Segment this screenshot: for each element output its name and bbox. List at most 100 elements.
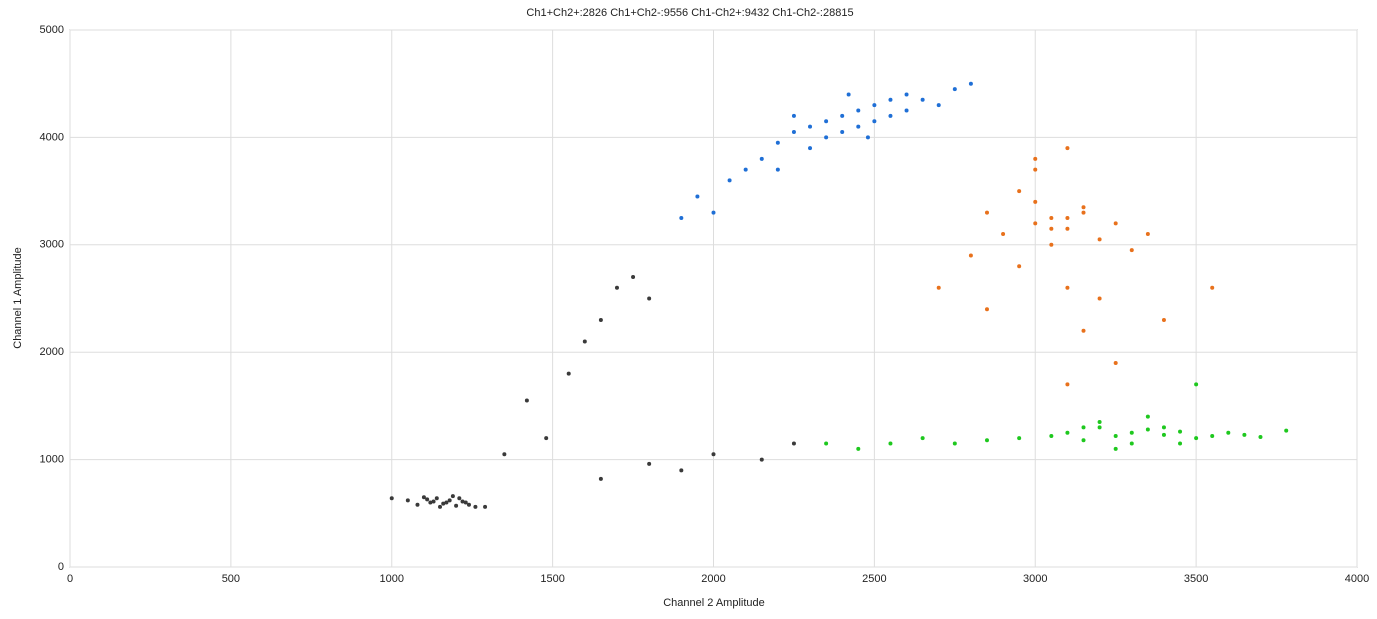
- droplet-point: [1113, 433, 1118, 438]
- droplet-point: [679, 215, 684, 220]
- droplet-point: [759, 156, 764, 161]
- droplet-point: [743, 167, 748, 172]
- droplet-point: [808, 124, 813, 129]
- droplet-point: [647, 296, 652, 301]
- droplet-point: [759, 457, 764, 462]
- x-tick-label: 0: [67, 573, 73, 585]
- droplet-point: [1033, 156, 1038, 161]
- droplet-point: [727, 178, 732, 183]
- droplet-point: [856, 446, 861, 451]
- droplet-point: [1033, 199, 1038, 204]
- droplet-point: [984, 210, 989, 215]
- droplet-point: [1049, 215, 1054, 220]
- x-tick-label: 2500: [862, 573, 886, 585]
- droplet-point: [463, 500, 468, 505]
- droplet-point: [441, 501, 446, 506]
- droplet-point: [888, 97, 893, 102]
- droplet-point: [438, 504, 443, 509]
- droplet-point: [434, 496, 439, 501]
- droplet-point: [984, 307, 989, 312]
- droplet-point: [1049, 226, 1054, 231]
- x-axis-label: Channel 2 Amplitude: [663, 597, 765, 609]
- droplet-point: [1001, 232, 1006, 237]
- y-tick-label: 4000: [40, 131, 64, 143]
- droplet-point: [1210, 433, 1215, 438]
- x-tick-label: 1000: [380, 573, 404, 585]
- droplet-point: [840, 130, 845, 135]
- droplet-point: [679, 468, 684, 473]
- droplet-point: [952, 441, 957, 446]
- droplet-point: [904, 108, 909, 113]
- droplet-point: [968, 253, 973, 258]
- droplet-point: [1284, 428, 1289, 433]
- droplet-point: [1097, 425, 1102, 430]
- droplet-point: [1065, 382, 1070, 387]
- droplet-point: [389, 496, 394, 501]
- droplet-point: [1226, 430, 1231, 435]
- droplet-point: [631, 275, 636, 280]
- y-tick-label: 2000: [40, 346, 64, 358]
- droplet-point: [808, 146, 813, 151]
- droplet-point: [824, 135, 829, 140]
- droplet-point: [457, 496, 462, 501]
- x-tick-label: 2000: [701, 573, 725, 585]
- droplet-point: [566, 371, 571, 376]
- droplet-point: [1129, 441, 1134, 446]
- droplet-point: [444, 500, 449, 505]
- droplet-point: [1161, 432, 1166, 437]
- droplet-point: [421, 495, 426, 500]
- droplet-point: [984, 438, 989, 443]
- droplet-point: [1194, 382, 1199, 387]
- droplet-point: [904, 92, 909, 97]
- droplet-point: [1049, 242, 1054, 247]
- droplet-point: [1145, 232, 1150, 237]
- droplet-point: [1113, 360, 1118, 365]
- droplet-point: [695, 194, 700, 199]
- droplet-point: [1194, 436, 1199, 441]
- droplet-point: [888, 113, 893, 118]
- droplet-point: [936, 103, 941, 108]
- droplet-point: [647, 461, 652, 466]
- droplet-point: [1033, 167, 1038, 172]
- droplet-point: [1017, 189, 1022, 194]
- droplet-point: [1081, 328, 1086, 333]
- droplet-point: [1113, 446, 1118, 451]
- droplet-point: [824, 441, 829, 446]
- droplet-point: [840, 113, 845, 118]
- droplet-point: [428, 500, 433, 505]
- droplet-point: [1097, 296, 1102, 301]
- droplet-point: [1065, 215, 1070, 220]
- droplet-point: [598, 317, 603, 322]
- droplet-point: [1065, 226, 1070, 231]
- y-tick-label: 0: [58, 561, 64, 573]
- droplet-point: [1097, 237, 1102, 242]
- droplet-point: [856, 108, 861, 113]
- droplet-point: [1081, 438, 1086, 443]
- droplet-point: [1065, 146, 1070, 151]
- droplet-point: [502, 452, 507, 457]
- y-axis-label: Channel 1 Amplitude: [12, 247, 24, 349]
- droplet-point: [920, 436, 925, 441]
- y-tick-label: 1000: [40, 454, 64, 466]
- droplet-point: [1129, 248, 1134, 253]
- droplet-point: [1081, 425, 1086, 430]
- droplet-point: [1097, 420, 1102, 425]
- droplet-point: [791, 441, 796, 446]
- droplet-point: [1242, 432, 1247, 437]
- droplet-point: [483, 504, 488, 509]
- droplet-point: [1065, 285, 1070, 290]
- droplet-point: [431, 499, 436, 504]
- droplet-point: [460, 499, 465, 504]
- droplet-point: [936, 285, 941, 290]
- droplet-point: [1178, 429, 1183, 434]
- chart-title: Ch1+Ch2+:2826 Ch1+Ch2-:9556 Ch1-Ch2+:943…: [526, 7, 853, 19]
- droplet-point: [1049, 433, 1054, 438]
- droplet-point: [1081, 205, 1086, 210]
- droplet-point: [1161, 425, 1166, 430]
- droplet-point: [415, 502, 420, 507]
- droplet-point: [544, 436, 549, 441]
- droplet-point: [1033, 221, 1038, 226]
- y-tick-label: 3000: [40, 239, 64, 251]
- droplet-point: [447, 498, 452, 503]
- droplet-point: [1161, 317, 1166, 322]
